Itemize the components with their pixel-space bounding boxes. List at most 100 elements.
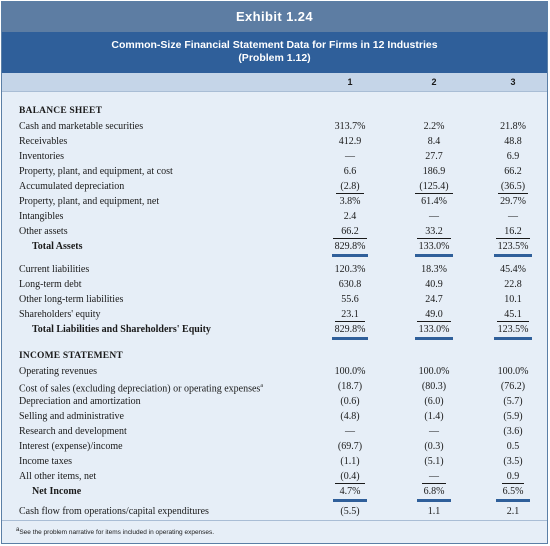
table-row: Property, plant, and equipment, net 3.8%… bbox=[2, 194, 547, 209]
cell-value: 123.5% bbox=[497, 324, 529, 335]
column-header-row: 1 2 3 bbox=[2, 73, 547, 92]
cell-value: — bbox=[429, 471, 439, 482]
table-row: Other assets 66.2 33.2 16.2 bbox=[2, 224, 547, 239]
cell-value: — bbox=[345, 151, 355, 162]
row-label: Property, plant, and equipment, at cost bbox=[19, 166, 173, 177]
footnote-marker: a bbox=[260, 383, 263, 389]
table-title: Common-Size Financial Statement Data for… bbox=[2, 32, 547, 73]
cell-value: 630.8 bbox=[338, 279, 362, 290]
row-label: Depreciation and amortization bbox=[19, 396, 141, 407]
table-title-line1: Common-Size Financial Statement Data for… bbox=[111, 39, 438, 51]
total-double-underline bbox=[332, 337, 368, 340]
cell-value: (3.5) bbox=[503, 456, 523, 467]
cell-value: 18.3% bbox=[421, 264, 447, 275]
underline bbox=[417, 238, 451, 239]
cell-value: (80.3) bbox=[421, 381, 447, 392]
underline bbox=[336, 193, 364, 194]
total-double-underline bbox=[494, 337, 532, 340]
cell-value: 16.2 bbox=[504, 226, 522, 237]
table-row: Total Liabilities and Shareholders' Equi… bbox=[2, 322, 547, 337]
income-statement-heading: INCOME STATEMENT bbox=[19, 351, 123, 361]
underline bbox=[335, 483, 365, 484]
cell-value: 29.7% bbox=[500, 196, 526, 207]
underline bbox=[502, 483, 524, 484]
table-row: Receivables 412.9 8.4 48.8 bbox=[2, 134, 547, 149]
underline bbox=[417, 321, 451, 322]
cell-value: (4.8) bbox=[340, 411, 360, 422]
cell-value: (3.6) bbox=[503, 426, 523, 437]
balance-sheet-heading: BALANCE SHEET bbox=[19, 106, 103, 116]
row-label: Net Income bbox=[32, 486, 82, 497]
cell-value: 0.5 bbox=[506, 441, 520, 452]
cell-value: 6.5% bbox=[502, 486, 524, 497]
cell-value: (18.7) bbox=[337, 381, 363, 392]
cell-value: 829.8% bbox=[334, 241, 366, 252]
cell-value: — bbox=[345, 426, 355, 437]
cell-value: — bbox=[508, 211, 518, 222]
footnote-marker: a bbox=[16, 527, 20, 533]
exhibit-label: Exhibit 1.24 bbox=[2, 2, 547, 32]
underline bbox=[335, 321, 365, 322]
row-label: Long-term debt bbox=[19, 279, 82, 290]
row-label: Cash flow from operations/capital expend… bbox=[19, 506, 209, 517]
cell-value: 412.9 bbox=[338, 136, 362, 147]
table-row: Shareholders' equity 23.1 49.0 45.1 bbox=[2, 307, 547, 322]
cell-value: — bbox=[429, 426, 439, 437]
cell-value: 829.8% bbox=[334, 324, 366, 335]
underline bbox=[496, 238, 530, 239]
table-row: Cost of sales (excluding depreciation) o… bbox=[2, 379, 547, 394]
cell-value: 6.8% bbox=[423, 486, 445, 497]
row-label: Selling and administrative bbox=[19, 411, 124, 422]
table-row: Operating revenues 100.0% 100.0% 100.0% bbox=[2, 364, 547, 379]
underline bbox=[498, 193, 528, 194]
column-header-3: 3 bbox=[510, 77, 516, 87]
table-row: Interest (expense)/income (69.7) (0.3) 0… bbox=[2, 439, 547, 454]
table-title-line2: (Problem 1.12) bbox=[238, 52, 311, 64]
total-double-underline bbox=[415, 254, 453, 257]
table-row: Inventories — 27.7 6.9 bbox=[2, 149, 547, 164]
table-row: Depreciation and amortization (0.6) (6.0… bbox=[2, 394, 547, 409]
cell-value: 8.4 bbox=[427, 136, 441, 147]
cell-value: (0.3) bbox=[424, 441, 444, 452]
cell-value: 49.0 bbox=[425, 309, 443, 320]
cell-value: 10.1 bbox=[504, 294, 522, 305]
table-row: Accumulated depreciation (2.8) (125.4) (… bbox=[2, 179, 547, 194]
cell-value: 1.1 bbox=[427, 506, 441, 517]
row-label: Property, plant, and equipment, net bbox=[19, 196, 160, 207]
table-row: Long-term debt 630.8 40.9 22.8 bbox=[2, 277, 547, 292]
cell-value: 3.8% bbox=[339, 196, 361, 207]
total-double-underline bbox=[494, 254, 532, 257]
cell-value: 2.1 bbox=[506, 506, 520, 517]
cell-value: (5.9) bbox=[503, 411, 523, 422]
table-body: BALANCE SHEET Cash and marketable securi… bbox=[2, 92, 547, 543]
table-row: Selling and administrative (4.8) (1.4) (… bbox=[2, 409, 547, 424]
table-row: All other items, net (0.4) — 0.9 bbox=[2, 469, 547, 484]
column-header-1: 1 bbox=[347, 77, 353, 87]
row-label: Cost of sales (excluding depreciation) o… bbox=[19, 383, 263, 395]
cell-value: 33.2 bbox=[425, 226, 443, 237]
cell-value: 2.4 bbox=[343, 211, 357, 222]
cell-value: (6.0) bbox=[424, 396, 444, 407]
cell-value: 186.9 bbox=[422, 166, 446, 177]
table-row: Net Income 4.7% 6.8% 6.5% bbox=[2, 484, 547, 499]
cell-value: 27.7 bbox=[425, 151, 443, 162]
cell-value: 45.1 bbox=[504, 309, 522, 320]
table-row: Other long-term liabilities 55.6 24.7 10… bbox=[2, 292, 547, 307]
cell-value: 55.6 bbox=[341, 294, 359, 305]
cell-value: (5.1) bbox=[424, 456, 444, 467]
cell-value: 6.9 bbox=[506, 151, 520, 162]
table-row: Intangibles 2.4 — — bbox=[2, 209, 547, 224]
cell-value: 22.8 bbox=[504, 279, 522, 290]
cell-value: 123.5% bbox=[497, 241, 529, 252]
row-label: Receivables bbox=[19, 136, 68, 147]
table-row: Cash flow from operations/capital expend… bbox=[2, 504, 547, 519]
table-row: Income taxes (1.1) (5.1) (3.5) bbox=[2, 454, 547, 469]
cell-value: 45.4% bbox=[500, 264, 526, 275]
cell-value: 120.3% bbox=[334, 264, 366, 275]
footnote-text: See the problem narrative for items incl… bbox=[19, 529, 215, 537]
cell-value: 66.2 bbox=[341, 226, 359, 237]
cell-value: (69.7) bbox=[337, 441, 363, 452]
row-label: Income taxes bbox=[19, 456, 73, 467]
row-label: Total Assets bbox=[32, 241, 83, 252]
